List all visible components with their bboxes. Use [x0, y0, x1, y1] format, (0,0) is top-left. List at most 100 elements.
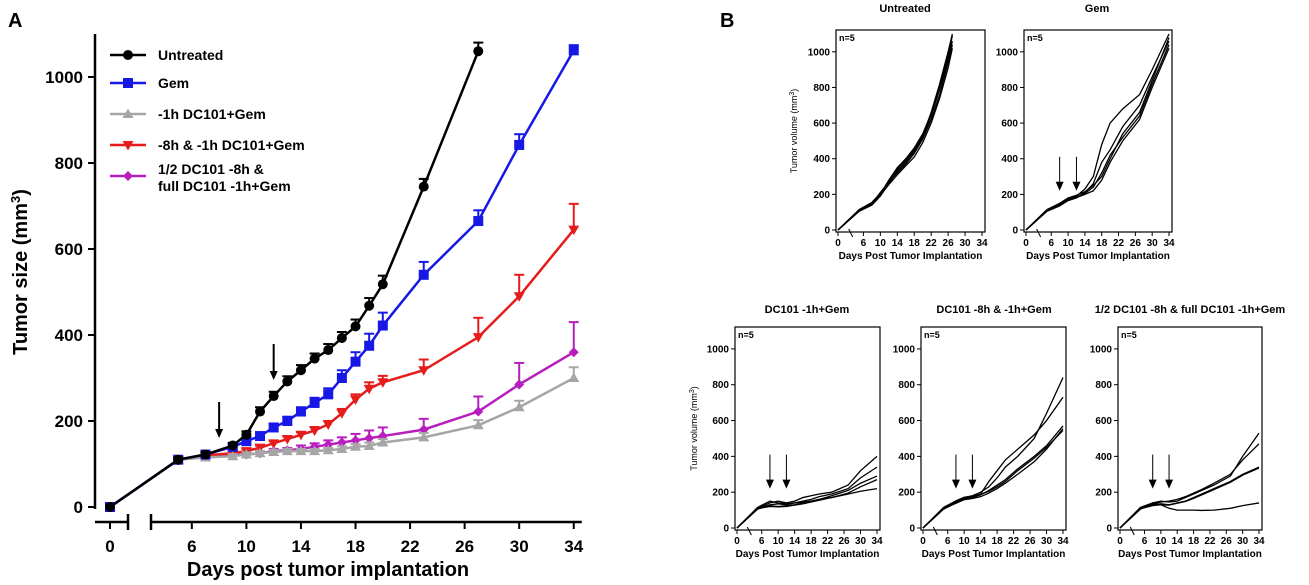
- x-tick-label: 10: [875, 238, 887, 249]
- data-point: [281, 435, 293, 445]
- x-tick-label: 0: [1023, 238, 1029, 249]
- individual-tumor-line: [922, 377, 1064, 529]
- x-tick-label: 22: [926, 238, 938, 249]
- y-axis-title: Tumor size (mm3): [8, 189, 32, 355]
- data-point: [363, 384, 375, 395]
- data-point: [309, 445, 321, 456]
- data-point: [350, 441, 362, 451]
- data-point: [105, 502, 115, 512]
- data-point: [227, 450, 239, 461]
- individual-tumor-line: [837, 48, 953, 231]
- data-point: [350, 435, 361, 446]
- data-point: [350, 356, 361, 367]
- x-tick-label: 14: [975, 536, 987, 547]
- x-tick-label: 0: [1117, 536, 1123, 547]
- y-tick-label: 1000: [45, 68, 83, 87]
- y-tick-label: 1000: [808, 47, 831, 58]
- data-point: [173, 454, 184, 465]
- legend: Untreated Gem -1h DC101+Gem -8h & -1h DC101…: [110, 47, 305, 194]
- x-tick-label: 18: [992, 536, 1004, 547]
- data-point: [473, 46, 484, 57]
- x-tick-label: 0: [920, 536, 926, 547]
- treatment-arrow-head: [1148, 479, 1157, 489]
- x-tick-label: 10: [1155, 536, 1167, 547]
- data-point: [418, 431, 430, 442]
- data-point: [323, 389, 334, 400]
- data-point: [377, 378, 389, 388]
- x-tick-label: 18: [909, 238, 921, 249]
- y-tick-label: 200: [55, 412, 83, 431]
- sample-size-label: n=5: [839, 33, 855, 43]
- data-point: [568, 45, 579, 56]
- y-axis-title: Tumor volume (mm3): [689, 386, 699, 471]
- legend-label: -8h & -1h DC101+Gem: [158, 137, 305, 153]
- x-tick-label: 22: [401, 537, 420, 556]
- individual-tumor-line: [736, 455, 878, 529]
- data-point: [336, 333, 347, 344]
- x-tick-label: 34: [871, 536, 883, 547]
- x-tick-label: 18: [1188, 536, 1200, 547]
- data-point: [282, 376, 293, 387]
- data-point: [255, 431, 266, 442]
- y-tick-label: 400: [1001, 154, 1018, 165]
- x-tick-label: 10: [959, 536, 971, 547]
- treatment-arrow-head: [215, 429, 224, 438]
- x-tick-label: 26: [943, 238, 955, 249]
- legend-label: 1/2 DC101 -8h &: [158, 161, 264, 177]
- x-tick-label: 6: [187, 537, 196, 556]
- x-tick-label: 34: [564, 537, 583, 556]
- x-tick-label: 6: [945, 536, 951, 547]
- sample-size-label: n=5: [738, 330, 754, 340]
- legend-label: full DC101 -1h+Gem: [158, 178, 291, 194]
- y-tick-label: 600: [55, 240, 83, 259]
- y-tick-label: 1000: [893, 344, 916, 355]
- data-point: [472, 333, 484, 343]
- x-tick-label: 10: [773, 536, 785, 547]
- data-point: [364, 433, 375, 444]
- individual-tumor-line: [922, 429, 1064, 529]
- x-tick-label: 10: [237, 537, 256, 556]
- individual-tumor-line: [1119, 443, 1260, 529]
- data-point: [336, 443, 348, 453]
- y-tick-label: 600: [813, 119, 830, 130]
- legend-swatch-marker: [123, 50, 133, 60]
- x-tick-label: 0: [105, 537, 114, 556]
- individual-tumor-line: [837, 35, 953, 231]
- data-point: [322, 420, 334, 430]
- data-point: [350, 321, 361, 332]
- y-tick-label: 800: [898, 380, 915, 391]
- y-tick-label: 800: [55, 154, 83, 173]
- data-point: [295, 445, 307, 456]
- y-tick-label: 400: [712, 452, 729, 463]
- data-point: [377, 437, 389, 447]
- individual-tumor-line: [1119, 432, 1260, 529]
- individual-tumor-line: [1025, 33, 1170, 231]
- small-chart-2: Gem n=5 0 200 400 600 800 1000 0 6 10 14 18 22 26 30 34 D…: [996, 3, 1175, 262]
- x-tick-label: 18: [1096, 238, 1108, 249]
- data-point: [514, 379, 525, 390]
- y-tick-label: 400: [55, 326, 83, 345]
- data-point: [418, 269, 429, 280]
- y-tick-label: 400: [898, 452, 915, 463]
- legend-swatch-marker: [122, 108, 134, 118]
- y-tick-label: 800: [813, 83, 830, 94]
- panel-a-letter: A: [8, 10, 22, 32]
- legend-label: Untreated: [158, 47, 223, 63]
- y-tick-label: 0: [74, 498, 83, 517]
- plot-frame: [835, 29, 986, 233]
- x-tick-label: 6: [861, 238, 867, 249]
- x-tick-label: 30: [1041, 536, 1053, 547]
- y-tick-label: 800: [1095, 380, 1112, 391]
- data-point: [241, 429, 252, 440]
- y-tick-label: 1000: [707, 344, 730, 355]
- data-point: [363, 440, 375, 450]
- x-axis-title: Days Post Tumor Implantation: [736, 549, 880, 560]
- x-tick-label: 14: [291, 537, 310, 556]
- data-point: [473, 216, 484, 227]
- y-tick-label: 200: [813, 190, 830, 201]
- data-point: [568, 225, 580, 236]
- individual-tumor-line: [736, 466, 878, 529]
- individual-tumor-line: [736, 475, 878, 529]
- y-tick-label: 600: [712, 416, 729, 427]
